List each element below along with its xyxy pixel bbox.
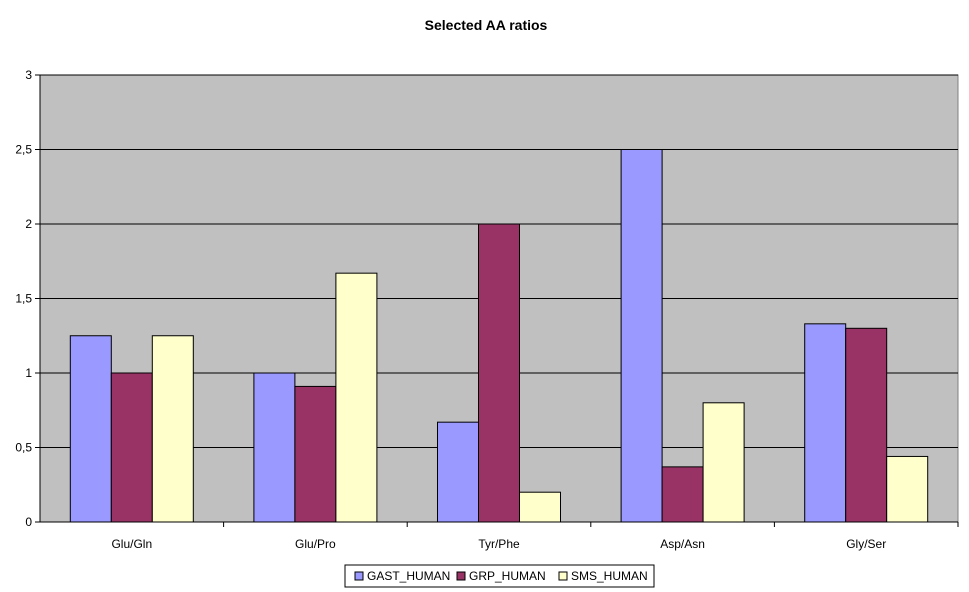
bar-gast-human (69, 335, 112, 523)
legend-swatch-gast-human (354, 571, 364, 581)
bar-sms-human (702, 402, 745, 523)
y-tick-label: 3 (25, 68, 32, 82)
bar-grp-human (661, 466, 704, 523)
legend-label: GRP_HUMAN (469, 569, 546, 583)
bar-gast-human (620, 149, 663, 523)
legend-swatch-sms-human (558, 571, 568, 581)
x-axis-category-labels: Glu/Gln Glu/Pro Tyr/Phe Asp/Asn Gly/Ser (111, 537, 886, 551)
y-tick-label: 2,5 (15, 143, 32, 157)
x-category-label: Glu/Pro (295, 537, 336, 551)
bar-sms-human (886, 455, 929, 523)
bar-sms-human (335, 272, 378, 523)
bar-grp-human (478, 223, 520, 523)
y-axis-tick-labels: 0 0,5 1 1,5 2 2,5 3 (15, 68, 32, 529)
y-tick-label: 1,5 (15, 292, 32, 306)
bar-sms-human (519, 491, 561, 523)
x-category-label: Glu/Gln (111, 537, 152, 551)
legend-box (344, 564, 655, 588)
x-category-label: Tyr/Phe (478, 537, 520, 551)
legend-swatch-grp-human (456, 571, 466, 581)
bar-grp-human (294, 385, 337, 523)
bar-grp-human (845, 327, 888, 523)
axes (35, 74, 959, 527)
bar-gast-human (253, 372, 296, 523)
y-tick-label: 2 (25, 217, 32, 231)
y-tick-label: 0,5 (15, 441, 32, 455)
legend-label: SMS_HUMAN (571, 569, 648, 583)
bar-gast-human (437, 421, 479, 523)
bars (69, 149, 929, 523)
x-category-label: Asp/Asn (660, 537, 705, 551)
y-tick-label: 1 (25, 366, 32, 380)
y-tick-label: 0 (25, 515, 32, 529)
legend: GAST_HUMAN GRP_HUMAN SMS_HUMAN (344, 564, 655, 588)
legend-label: GAST_HUMAN (367, 569, 450, 583)
bar-sms-human (151, 335, 194, 523)
x-category-label: Gly/Ser (846, 537, 886, 551)
bar-grp-human (110, 372, 153, 523)
chart-title: Selected AA ratios (425, 17, 548, 33)
bar-gast-human (804, 323, 847, 523)
